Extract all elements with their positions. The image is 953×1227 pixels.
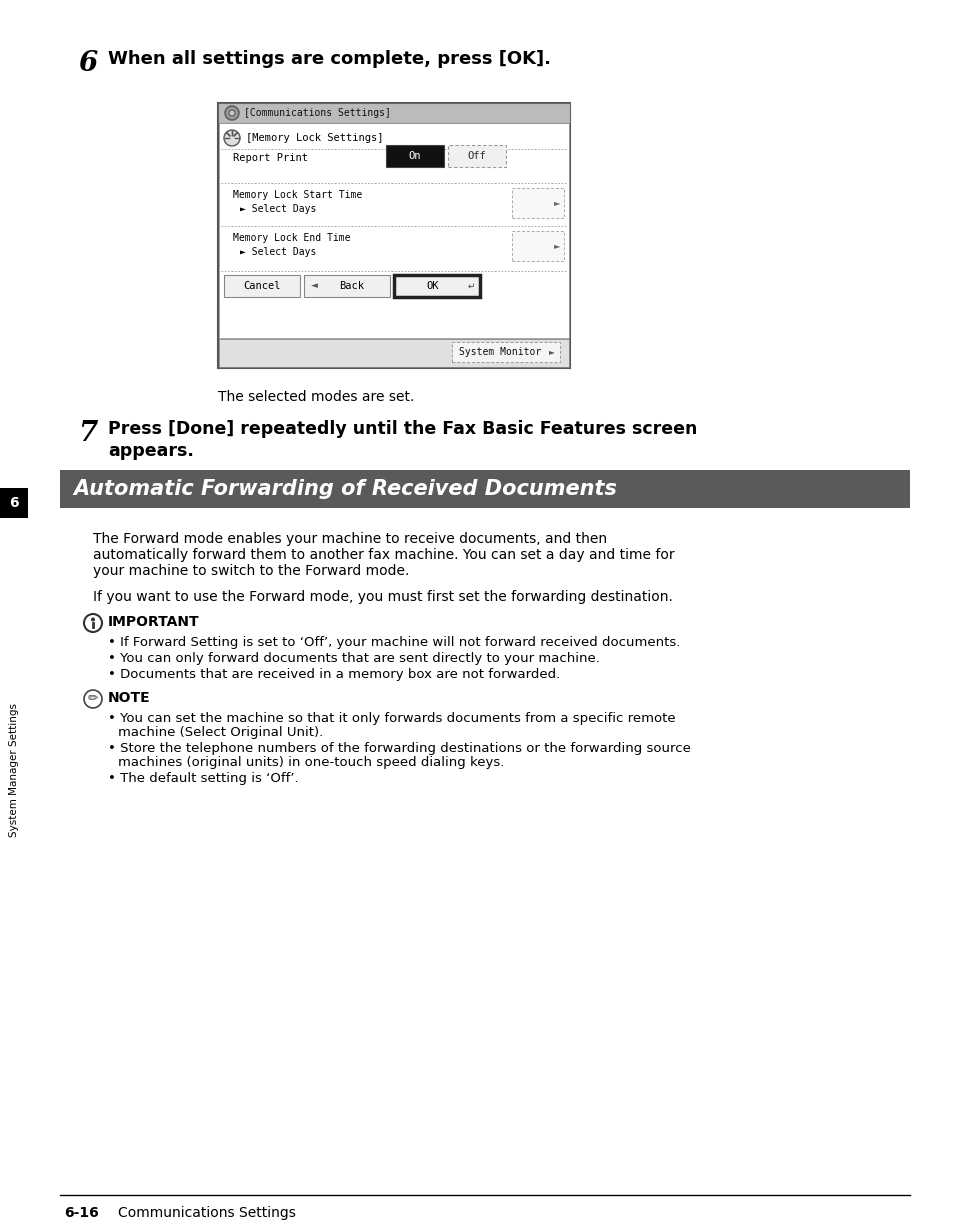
Text: automatically forward them to another fax machine. You can set a day and time fo: automatically forward them to another fa… xyxy=(92,548,674,562)
Bar xyxy=(512,231,563,261)
Text: ► Select Days: ► Select Days xyxy=(240,204,316,213)
Text: [Memory Lock Settings]: [Memory Lock Settings] xyxy=(246,133,383,144)
Bar xyxy=(304,275,390,297)
Text: The selected modes are set.: The selected modes are set. xyxy=(218,390,414,404)
Bar xyxy=(60,470,909,508)
Bar xyxy=(219,123,568,337)
Bar xyxy=(218,103,569,368)
Text: 6: 6 xyxy=(78,50,97,77)
Text: Report Print: Report Print xyxy=(233,153,308,163)
Text: 7: 7 xyxy=(78,420,97,447)
Bar xyxy=(386,145,443,167)
Text: • You can only forward documents that are sent directly to your machine.: • You can only forward documents that ar… xyxy=(108,652,599,665)
Circle shape xyxy=(84,614,102,632)
Text: IMPORTANT: IMPORTANT xyxy=(108,615,199,629)
Bar xyxy=(452,342,559,362)
Bar xyxy=(224,275,299,297)
Bar xyxy=(219,339,568,367)
Text: 6-16: 6-16 xyxy=(64,1206,99,1220)
Text: The Forward mode enables your machine to receive documents, and then: The Forward mode enables your machine to… xyxy=(92,533,606,546)
Text: On: On xyxy=(408,151,421,161)
Text: ►: ► xyxy=(553,242,559,250)
Text: Communications Settings: Communications Settings xyxy=(118,1206,295,1220)
Bar xyxy=(0,488,28,518)
Text: machine (Select Original Unit).: machine (Select Original Unit). xyxy=(118,726,323,739)
Text: When all settings are complete, press [OK].: When all settings are complete, press [O… xyxy=(108,50,551,67)
Text: If you want to use the Forward mode, you must first set the forwarding destinati: If you want to use the Forward mode, you… xyxy=(92,590,672,604)
Text: System Monitor: System Monitor xyxy=(458,347,540,357)
Text: Back: Back xyxy=(339,281,364,291)
Text: • Store the telephone numbers of the forwarding destinations or the forwarding s: • Store the telephone numbers of the for… xyxy=(108,742,690,755)
Bar xyxy=(218,103,569,123)
Circle shape xyxy=(224,130,240,146)
Text: System Manager Settings: System Manager Settings xyxy=(9,703,19,837)
Text: Press [Done] repeatedly until the Fax Basic Features screen: Press [Done] repeatedly until the Fax Ba… xyxy=(108,420,697,438)
Circle shape xyxy=(84,690,102,708)
Bar xyxy=(448,145,505,167)
Text: ✏: ✏ xyxy=(88,692,98,706)
Text: ►: ► xyxy=(553,199,559,207)
Text: your machine to switch to the Forward mode.: your machine to switch to the Forward mo… xyxy=(92,564,409,578)
Text: Memory Lock End Time: Memory Lock End Time xyxy=(233,233,350,243)
Circle shape xyxy=(229,110,234,117)
Text: ► Select Days: ► Select Days xyxy=(240,247,316,256)
Circle shape xyxy=(225,106,239,120)
Text: 6: 6 xyxy=(10,496,19,510)
Text: appears.: appears. xyxy=(108,442,193,460)
Text: • You can set the machine so that it only forwards documents from a specific rem: • You can set the machine so that it onl… xyxy=(108,712,675,725)
Text: NOTE: NOTE xyxy=(108,691,151,706)
Text: [Communications Settings]: [Communications Settings] xyxy=(244,108,391,118)
Text: Off: Off xyxy=(467,151,486,161)
Text: Memory Lock Start Time: Memory Lock Start Time xyxy=(233,190,362,200)
Text: OK: OK xyxy=(426,281,438,291)
Text: ►: ► xyxy=(549,347,555,357)
Bar xyxy=(512,188,563,218)
Text: machines (original units) in one-touch speed dialing keys.: machines (original units) in one-touch s… xyxy=(118,756,504,769)
Bar xyxy=(0,0,28,1227)
Text: • The default setting is ‘Off’.: • The default setting is ‘Off’. xyxy=(108,772,298,785)
Text: Cancel: Cancel xyxy=(243,281,280,291)
Text: ↵: ↵ xyxy=(467,281,475,291)
Bar xyxy=(394,275,479,297)
Circle shape xyxy=(91,617,95,622)
Text: • If Forward Setting is set to ‘Off’, your machine will not forward received doc: • If Forward Setting is set to ‘Off’, yo… xyxy=(108,636,679,649)
Text: • Documents that are received in a memory box are not forwarded.: • Documents that are received in a memor… xyxy=(108,667,559,681)
Text: Automatic Forwarding of Received Documents: Automatic Forwarding of Received Documen… xyxy=(73,479,617,499)
Text: ◄: ◄ xyxy=(311,281,317,291)
